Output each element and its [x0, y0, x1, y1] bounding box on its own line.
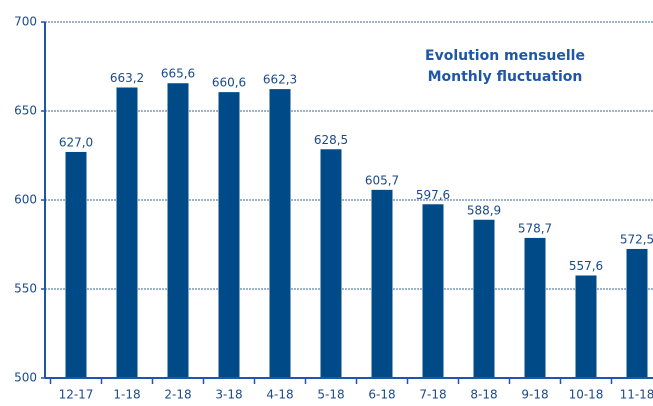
x-tick-label: 2-18	[164, 388, 191, 402]
value-label: 663,2	[110, 71, 144, 85]
x-tick-label: 6-18	[368, 388, 395, 402]
value-label: 557,6	[569, 259, 603, 273]
y-tick-label: 600	[14, 193, 37, 207]
value-label: 665,6	[161, 67, 195, 81]
y-tick-label: 500	[14, 371, 37, 385]
value-label: 628,5	[314, 133, 348, 147]
bar	[320, 149, 342, 378]
bar	[422, 204, 444, 378]
value-label: 572,5	[620, 232, 653, 246]
x-tick-label: 10-18	[569, 388, 604, 402]
bar	[218, 92, 240, 379]
bar	[473, 219, 495, 378]
y-tick-label: 700	[14, 15, 37, 29]
bar	[116, 87, 138, 378]
x-tick-label: 12-17	[59, 388, 94, 402]
x-tick-label: 1-18	[113, 388, 140, 402]
bar	[167, 83, 189, 379]
x-tick-label: 5-18	[317, 388, 344, 402]
bar	[65, 151, 87, 378]
chart-title: Evolution mensuelle	[425, 48, 585, 64]
x-tick-label: 3-18	[215, 388, 242, 402]
value-label: 660,6	[212, 76, 246, 90]
bar	[269, 89, 291, 378]
x-tick-label: 8-18	[470, 388, 497, 402]
bar	[575, 275, 597, 378]
value-label: 662,3	[263, 73, 297, 87]
bar	[524, 237, 546, 378]
value-label: 627,0	[59, 135, 93, 149]
x-tick-label: 9-18	[521, 388, 548, 402]
value-label: 578,7	[518, 221, 552, 235]
x-tick-label: 4-18	[266, 388, 293, 402]
value-label: 588,9	[467, 203, 501, 217]
value-label: 597,6	[416, 188, 450, 202]
value-label: 605,7	[365, 173, 399, 187]
y-tick-label: 550	[14, 282, 37, 296]
bar	[371, 189, 393, 378]
bar	[626, 248, 648, 378]
x-tick-label: 7-18	[419, 388, 446, 402]
y-tick-label: 650	[14, 104, 37, 118]
chart-subtitle: Monthly fluctuation	[428, 69, 583, 85]
x-tick-label: 11-18	[620, 388, 653, 402]
